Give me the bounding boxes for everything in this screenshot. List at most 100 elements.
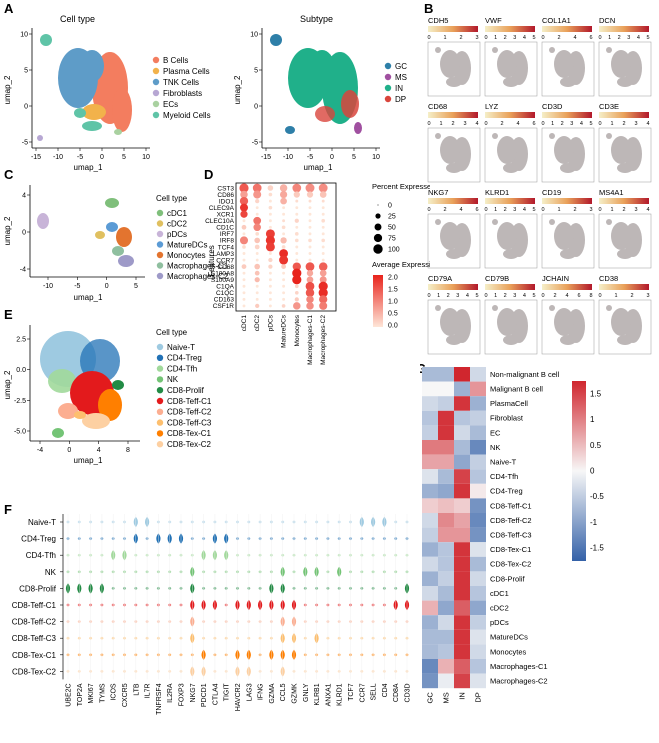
dotplot-dot: [242, 245, 246, 249]
feature-plot-cluster: [606, 219, 612, 225]
feature-plot-colorbar: [542, 198, 592, 204]
feature-plot-frame: [598, 299, 652, 355]
heatmap-cell: [422, 381, 438, 397]
dotplot-dot: [242, 219, 246, 223]
umap-dc-ylabel: umap_2: [3, 216, 12, 245]
dotplot-dot: [293, 302, 301, 310]
violin-gene-label: HAVCR2: [235, 683, 242, 711]
heatmap-cell: [454, 425, 470, 440]
umap-subtype-xtick: 5: [352, 154, 356, 161]
dotplot-dot: [281, 245, 286, 249]
feature-plot-tick: 0: [427, 35, 430, 41]
heatmap-cell: [422, 498, 438, 513]
heatmap-cell: [438, 629, 454, 645]
heatmap-cell: [422, 469, 438, 484]
heatmap-legend-tick: -1: [590, 518, 598, 527]
feature-plot-tick: 3: [627, 35, 630, 41]
feature-plot-cd79a: CD79A 0 1 2 3 4 5: [427, 274, 481, 355]
dotplot-size-key: [377, 204, 379, 206]
dotplot-dot: [319, 295, 328, 304]
dotplot-dot: [319, 269, 327, 277]
dotplot-dot: [308, 225, 312, 229]
heatmap-cell: [470, 498, 486, 513]
feature-plot-frame: [598, 213, 652, 269]
dotplot-dot: [239, 183, 249, 193]
violin-gene-label: GNLY: [303, 683, 310, 702]
feature-plot-cluster: [497, 50, 517, 78]
feature-plot-cluster: [611, 136, 631, 164]
feature-plot-frame: [598, 127, 652, 183]
t-legend-item: CD4-Treg: [167, 354, 202, 363]
feature-plot-frame: [484, 213, 538, 269]
umap-celltype-xtick: 10: [142, 154, 150, 161]
umap-celltype-ytick: 0: [24, 104, 28, 111]
dotplot-size-label: 100: [388, 247, 400, 254]
dc-legend-item: Macrophages-C2: [167, 272, 229, 281]
heatmap-cell: [454, 556, 470, 572]
dotplot-dot: [268, 284, 272, 288]
dotplot-dot: [294, 238, 299, 243]
feature-plot-tick: 2: [443, 207, 446, 213]
feature-plot-tick: 0: [541, 121, 544, 127]
feature-plot-cluster: [560, 335, 576, 345]
feature-plot-tick: 4: [580, 121, 583, 127]
panel-c-svg: C -10 -5 0 5 4 0 -4 umap_1 umap_2 Cell type cD…: [3, 167, 229, 302]
feature-plot-tick: 2: [447, 293, 450, 299]
violin-row-label: CD8-Prolif: [19, 584, 57, 593]
heatmap-cell: [438, 425, 454, 440]
feature-plot-colorbar: [428, 284, 478, 290]
dotplot-dot: [240, 190, 248, 199]
dotplot-dot: [308, 219, 312, 223]
celltype-legend-item: Plasma Cells: [163, 67, 210, 76]
feature-plot-tick: 3: [634, 207, 637, 213]
dotplot-dot: [242, 278, 246, 282]
celltype-legend-swatch: [152, 100, 160, 108]
violin-gene-label: SELL: [371, 683, 378, 700]
dotplot-size-label: 25: [388, 214, 396, 221]
dotplot-dot: [294, 297, 299, 302]
feature-plot-tick: 2: [504, 207, 507, 213]
dotplot-dot: [321, 232, 325, 236]
dotplot-frame: [235, 182, 337, 312]
heatmap-row-label: Fibroblast: [490, 414, 524, 423]
dotplot-dot: [268, 212, 272, 216]
dotplot-gene: CLEC9A: [209, 205, 235, 212]
celltype-legend-item: ECs: [163, 100, 178, 109]
feature-plot-vwf: VWF 0 1 2 3 4 5: [484, 16, 538, 97]
panel-f-svg: F Naive-T CD4-Treg CD4-Tfh NK CD8-Prolif CD8-…: [4, 502, 412, 715]
heatmap-color-bar: [572, 381, 586, 561]
heatmap-legend-tick: 0.5: [590, 441, 602, 450]
dotplot-dot: [282, 206, 286, 210]
heatmap-row-label: EC: [490, 428, 501, 437]
dotplot-dot: [294, 232, 299, 236]
dotplot-group: Macrophages-C2: [320, 315, 327, 365]
heatmap-cell: [422, 659, 438, 674]
umap-subtype-xtick: -5: [307, 154, 313, 161]
umap-celltype-points: [37, 34, 132, 141]
heatmap-cell: [438, 513, 454, 528]
dotplot-size-key: [373, 233, 383, 243]
dotplot-dot: [321, 225, 325, 229]
feature-plot-tick: 2: [459, 35, 462, 41]
t-legend-swatch: [156, 397, 164, 405]
dotplot-group: Macrophages-C1: [307, 315, 314, 365]
feature-plot-tick: 3: [475, 35, 478, 41]
heatmap-cell: [438, 659, 454, 674]
dc-legend-item: cDC2: [167, 219, 188, 228]
dotplot-dot: [308, 206, 312, 210]
feature-plot-cluster: [617, 335, 633, 345]
feature-plot-tick: 4: [459, 207, 462, 213]
heatmap-col-label: DP: [474, 692, 483, 702]
violin-row-label: Naive-T: [28, 518, 56, 527]
umap-celltype-xlabel: umap_1: [74, 163, 103, 172]
feature-plot-tick: 3: [589, 207, 592, 213]
violin-gene-label: ICOS: [111, 683, 118, 700]
feature-plot-cluster: [611, 308, 631, 336]
heatmap-col-label: GC: [426, 692, 435, 704]
heatmap-cell: [454, 454, 470, 470]
violin-gene-label: GZMA: [269, 683, 276, 704]
heatmap-cell: [438, 586, 454, 601]
feature-plot-cluster: [606, 47, 612, 53]
t-legend-item: CD8-Tex-C2: [167, 440, 212, 449]
heatmap-cell: [454, 571, 470, 586]
